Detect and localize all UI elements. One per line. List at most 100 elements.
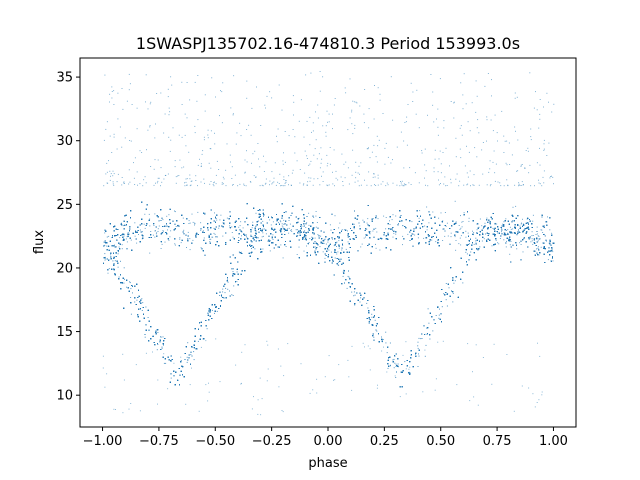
data-point bbox=[343, 229, 345, 231]
data-point bbox=[104, 232, 106, 234]
data-point bbox=[130, 239, 132, 241]
data-point bbox=[186, 247, 187, 248]
data-point bbox=[129, 282, 131, 284]
data-point bbox=[476, 232, 478, 234]
data-point bbox=[315, 226, 317, 228]
data-point bbox=[463, 212, 465, 214]
data-point bbox=[429, 240, 431, 242]
data-point bbox=[431, 239, 433, 241]
data-point bbox=[127, 232, 129, 233]
data-point bbox=[540, 246, 542, 248]
data-point bbox=[203, 237, 205, 239]
data-point bbox=[442, 240, 444, 241]
data-point bbox=[353, 228, 355, 230]
data-point bbox=[445, 225, 447, 227]
data-point bbox=[138, 234, 139, 235]
data-point bbox=[148, 213, 150, 215]
data-point bbox=[425, 333, 427, 335]
data-point bbox=[445, 299, 447, 301]
data-point bbox=[543, 225, 545, 226]
data-point bbox=[438, 314, 440, 316]
data-point bbox=[412, 233, 414, 235]
data-point bbox=[142, 302, 144, 304]
data-point bbox=[186, 356, 188, 358]
data-point bbox=[149, 225, 151, 227]
data-point bbox=[395, 215, 397, 217]
data-point bbox=[407, 233, 409, 235]
data-point bbox=[505, 246, 507, 248]
data-point bbox=[348, 276, 350, 278]
data-point bbox=[200, 247, 202, 249]
data-point bbox=[231, 294, 233, 296]
data-point bbox=[532, 235, 534, 236]
data-point bbox=[462, 282, 464, 284]
data-point bbox=[353, 291, 355, 293]
data-point bbox=[347, 241, 349, 243]
data-point bbox=[288, 220, 290, 221]
data-point bbox=[236, 281, 238, 283]
data-point bbox=[446, 222, 448, 224]
data-point bbox=[426, 206, 428, 208]
data-point bbox=[118, 276, 120, 278]
data-point bbox=[521, 222, 522, 224]
data-point bbox=[225, 287, 227, 289]
data-point bbox=[385, 228, 387, 230]
data-point bbox=[526, 218, 528, 220]
data-point bbox=[161, 346, 163, 348]
data-point bbox=[136, 299, 138, 301]
data-point bbox=[129, 281, 131, 283]
data-point bbox=[444, 212, 446, 213]
data-point bbox=[142, 231, 143, 233]
data-point bbox=[162, 230, 164, 231]
data-point bbox=[160, 336, 162, 338]
data-point bbox=[315, 215, 317, 217]
data-point bbox=[454, 200, 456, 202]
data-point bbox=[153, 225, 155, 226]
data-point bbox=[156, 232, 158, 234]
data-point bbox=[547, 216, 548, 218]
data-point bbox=[269, 219, 271, 221]
data-point bbox=[371, 316, 373, 318]
data-point bbox=[541, 229, 543, 231]
data-point bbox=[180, 360, 182, 362]
data-point bbox=[516, 248, 518, 250]
data-point bbox=[224, 292, 226, 294]
data-point bbox=[308, 224, 310, 226]
data-point bbox=[507, 232, 508, 234]
data-point bbox=[485, 233, 486, 235]
data-point bbox=[361, 243, 363, 245]
data-point bbox=[202, 230, 204, 232]
data-point bbox=[206, 328, 208, 330]
data-point bbox=[432, 330, 434, 332]
data-point bbox=[416, 215, 418, 217]
data-point bbox=[150, 231, 152, 232]
data-point bbox=[515, 205, 517, 207]
data-point bbox=[496, 223, 498, 225]
data-point bbox=[509, 244, 511, 246]
data-point bbox=[531, 240, 533, 242]
data-point bbox=[179, 238, 181, 240]
data-point bbox=[147, 317, 149, 318]
data-point bbox=[353, 295, 355, 297]
data-point bbox=[319, 246, 321, 248]
data-point bbox=[252, 221, 254, 223]
data-point bbox=[532, 243, 534, 245]
data-point bbox=[462, 221, 464, 222]
data-point bbox=[469, 240, 470, 242]
data-point bbox=[337, 251, 339, 253]
data-point bbox=[522, 223, 524, 225]
data-point bbox=[158, 220, 160, 222]
data-point bbox=[121, 248, 123, 250]
data-point bbox=[429, 338, 431, 340]
data-point bbox=[438, 317, 440, 319]
data-point bbox=[345, 248, 347, 250]
data-point bbox=[327, 241, 329, 243]
data-point bbox=[468, 220, 470, 222]
data-point bbox=[328, 249, 330, 251]
data-point bbox=[194, 223, 196, 225]
data-point bbox=[503, 232, 505, 234]
data-point bbox=[460, 244, 462, 246]
data-point bbox=[282, 226, 284, 228]
data-point bbox=[157, 228, 159, 230]
data-point bbox=[465, 244, 467, 246]
